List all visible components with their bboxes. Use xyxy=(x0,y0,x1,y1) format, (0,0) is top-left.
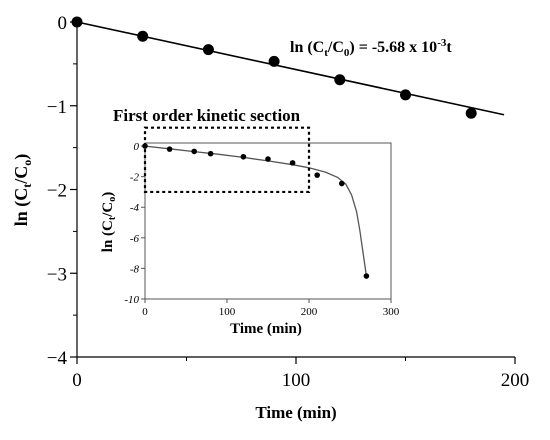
inset-x-tick-label: 200 xyxy=(301,306,318,318)
main-plot: 0 100 200 0 −1 −2 −3 −4 ln (Ct/C0) = -5.68 x 1… xyxy=(11,13,529,422)
main-x-tick-label: 200 xyxy=(501,370,530,391)
main-fit-line xyxy=(76,21,505,116)
inset-x-tick-label: 300 xyxy=(383,306,400,318)
inset-plot: 0 100 200 300 0 -2 -4 -6 -8 -10 First order kine… xyxy=(100,106,400,337)
main-x-axis-label: Time (min) xyxy=(255,403,336,422)
inset-data-point xyxy=(240,153,247,160)
inset-frame xyxy=(144,142,392,300)
inset-x-tick-label: 100 xyxy=(219,306,236,318)
main-y-tick-label: 0 xyxy=(58,13,68,34)
inset-y-ticks: 0 -2 -4 -6 -8 -10 xyxy=(124,141,145,306)
inset-y-axis-label: ln (Ct/Co) xyxy=(100,192,118,252)
inset-data-point xyxy=(207,150,214,157)
inset-data-point xyxy=(289,160,296,166)
inset-x-tick-label: 0 xyxy=(142,306,148,318)
inset-data-point xyxy=(191,148,197,155)
main-data-point xyxy=(334,74,346,86)
main-x-tick-label: 100 xyxy=(282,370,311,391)
main-x-ticks: 0 100 200 xyxy=(72,357,529,391)
inset-y-tick-label: -10 xyxy=(124,294,139,306)
main-data-point xyxy=(202,44,214,56)
main-y-ticks: 0 −1 −2 −3 −4 xyxy=(47,13,77,369)
main-data-points xyxy=(71,16,477,119)
main-data-point xyxy=(137,30,149,42)
inset-y-tick-label: 0 xyxy=(134,141,140,153)
first-order-section-box xyxy=(143,126,311,194)
inset-x-ticks: 0 100 200 300 xyxy=(142,299,400,318)
inset-data-point xyxy=(314,172,321,178)
inset-y-tick-label: -8 xyxy=(130,263,140,275)
main-x-tick-label: 0 xyxy=(72,370,82,391)
inset-y-tick-label: -6 xyxy=(130,233,140,245)
main-data-point xyxy=(400,89,411,101)
main-y-tick-label: −2 xyxy=(47,181,67,202)
main-data-point xyxy=(268,55,280,67)
main-y-tick-label: −4 xyxy=(47,348,68,369)
inset-data-point xyxy=(166,146,173,152)
inset-fit-curve xyxy=(144,145,368,277)
inset-data-point xyxy=(363,273,370,279)
main-y-tick-label: −3 xyxy=(47,264,67,285)
main-y-tick-label: −1 xyxy=(47,97,67,118)
main-data-point xyxy=(465,107,477,119)
inset-data-point xyxy=(265,156,271,162)
inset-x-axis-label: Time (min) xyxy=(230,321,302,337)
inset-y-tick-label: -4 xyxy=(130,202,140,214)
inset-title: First order kinetic section xyxy=(113,106,301,125)
main-y-axis-label: ln (Ct/Co) xyxy=(11,154,34,227)
inset-data-point xyxy=(339,180,345,187)
inset-data-points xyxy=(142,143,370,279)
fit-equation: ln (Ct/C0) = -5.68 x 10-3t xyxy=(290,37,452,59)
inset-y-tick-label: -2 xyxy=(130,172,140,184)
main-data-point xyxy=(71,16,83,28)
